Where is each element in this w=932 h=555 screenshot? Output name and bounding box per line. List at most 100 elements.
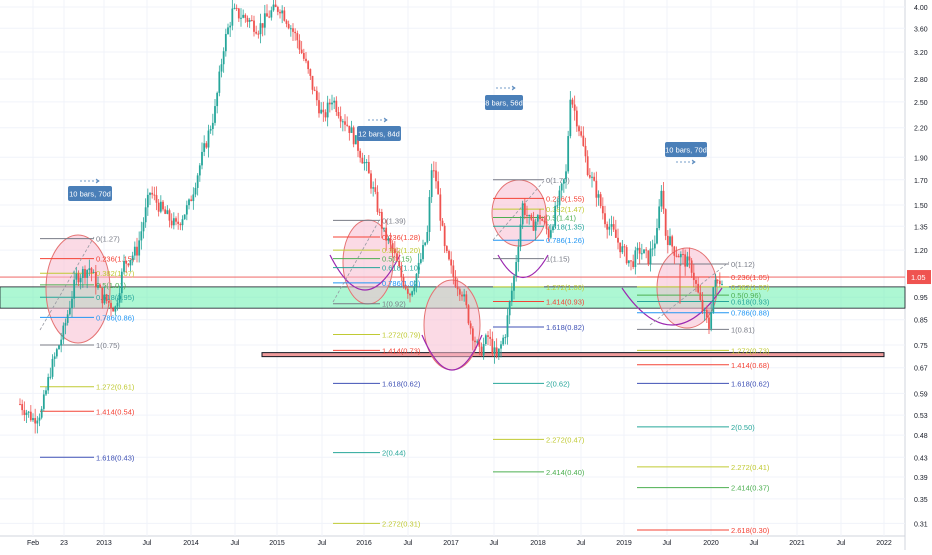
- x-tick-label: 2020: [703, 540, 719, 547]
- candle-body: [246, 17, 249, 22]
- fib-level-label: 2(0.44): [382, 449, 406, 458]
- fib-level-label: 2(0.50): [731, 423, 755, 432]
- y-tick-label: 1.90: [914, 155, 928, 162]
- candle-body: [458, 289, 461, 295]
- candle-body: [454, 277, 457, 287]
- candle-body: [580, 131, 583, 136]
- x-tick-label: Jul: [490, 540, 499, 547]
- candle-body: [504, 337, 507, 339]
- candle-body: [679, 254, 682, 258]
- candle-body: [129, 259, 132, 266]
- candle-body: [450, 259, 453, 266]
- measure-badge-label: 8 bars, 56d: [485, 99, 523, 108]
- fib-level-label: 0.5(1.01): [96, 281, 127, 290]
- fib-trend-line: [332, 218, 381, 303]
- candle-body: [90, 268, 93, 274]
- fib-level-label: 0.236(1.05): [731, 273, 770, 282]
- candle-body: [300, 49, 303, 54]
- x-tick-label: 2018: [530, 540, 546, 547]
- fib-level-label: 0.382(1.20): [382, 246, 421, 255]
- candle-body: [619, 242, 622, 253]
- candle-body: [656, 228, 658, 244]
- fib-level-label: 0.382(1.00): [731, 283, 770, 292]
- candle-body: [478, 341, 481, 347]
- candle-body: [465, 294, 468, 306]
- candle-body: [643, 249, 645, 254]
- candle-body: [625, 247, 628, 264]
- candle-body: [58, 345, 60, 350]
- candle-body: [599, 194, 602, 207]
- candle-body: [597, 194, 600, 198]
- candle-body: [64, 322, 67, 326]
- candle-body: [92, 271, 95, 274]
- candle-body: [406, 288, 409, 294]
- candle-body: [383, 227, 385, 229]
- candle-body: [339, 116, 342, 122]
- candle-body: [88, 268, 91, 271]
- candle-body: [153, 194, 156, 196]
- y-tick-label: 1.70: [914, 178, 928, 185]
- highlight-ellipse: [45, 234, 111, 344]
- candle-body: [645, 249, 648, 251]
- candle-body: [81, 269, 84, 278]
- candle-body: [125, 260, 128, 264]
- candle-body: [367, 161, 370, 174]
- candle-body: [495, 347, 498, 357]
- candle-body: [541, 219, 544, 221]
- fib-level-label: 1.272(0.73): [731, 346, 770, 355]
- candle-body: [562, 179, 565, 184]
- x-tick-label: 2015: [269, 540, 285, 547]
- candle-body: [244, 14, 247, 18]
- candle-body: [571, 99, 574, 105]
- measure-badge-label: 10 bars, 70d: [69, 190, 111, 199]
- y-tick-label: 0.53: [914, 413, 928, 420]
- candle-body: [474, 340, 476, 343]
- candle-body: [441, 220, 444, 226]
- fib-level-label: 1(0.81): [731, 325, 755, 334]
- candle-body: [480, 346, 483, 356]
- candle-body: [614, 229, 617, 238]
- y-tick-label: 3.60: [914, 26, 928, 33]
- measure-badge-label: 10 bars, 70d: [665, 146, 707, 155]
- candle-body: [218, 71, 221, 93]
- candle-body: [21, 404, 24, 411]
- candle-body: [142, 222, 145, 232]
- candle-body: [487, 335, 489, 337]
- x-tick-label: 2016: [356, 540, 372, 547]
- candle-body: [712, 287, 715, 313]
- candle-body: [274, 4, 277, 8]
- candle-body: [40, 408, 43, 418]
- candle-body: [185, 205, 188, 215]
- fib-level-label: 0.236(1.28): [382, 233, 421, 242]
- candle-body: [207, 130, 210, 148]
- candle-body: [703, 309, 706, 312]
- candle-body: [172, 218, 175, 226]
- candle-body: [114, 306, 117, 312]
- candle-body: [166, 210, 169, 214]
- candle-body: [543, 220, 546, 222]
- fib-level-label: 0.786(1.02): [382, 279, 421, 288]
- candle-body: [432, 170, 435, 172]
- candle-body: [710, 312, 713, 329]
- candle-body: [101, 287, 104, 304]
- candle-body: [640, 253, 643, 255]
- fib-level-label: 1(0.92): [382, 300, 406, 309]
- x-tick-label: 2019: [616, 540, 632, 547]
- candle-body: [673, 246, 676, 256]
- x-tick-label: 2022: [876, 540, 892, 547]
- candle-body: [549, 230, 552, 238]
- candle-body: [610, 224, 613, 227]
- candle-body: [595, 180, 598, 198]
- candle-body: [664, 209, 667, 236]
- candle-body: [309, 69, 312, 76]
- candle-body: [714, 279, 717, 288]
- candle-body: [363, 162, 366, 164]
- candle-body: [422, 245, 424, 260]
- candle-body: [500, 344, 502, 349]
- x-tick-label: 2014: [183, 540, 199, 547]
- candle-body: [417, 262, 420, 274]
- candle-body: [601, 206, 604, 214]
- candle-body: [627, 260, 630, 264]
